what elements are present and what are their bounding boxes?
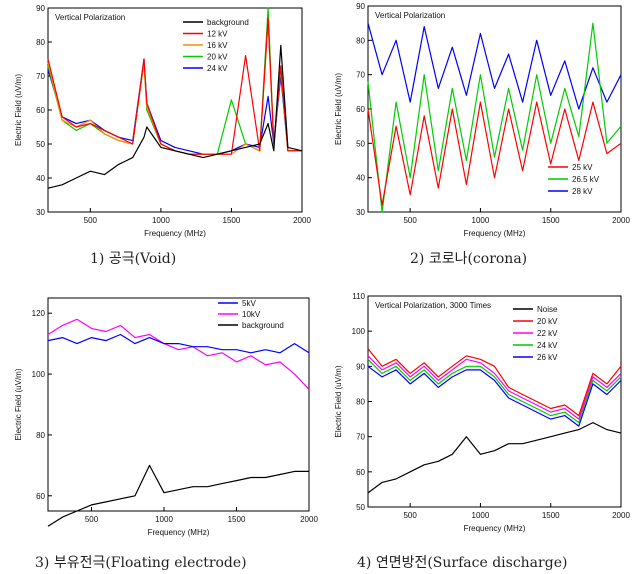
series-line-2 — [47, 318, 310, 390]
plot-frame — [47, 297, 310, 512]
x-tick-label: 1500 — [542, 511, 560, 520]
y-tick-label: 60 — [356, 468, 365, 477]
series-line-2 — [367, 22, 622, 213]
legend-label: 10kV — [242, 310, 261, 319]
y-tick-label: 70 — [356, 433, 365, 442]
x-axis-label: Frequency (MHz) — [144, 229, 206, 238]
series-line-3 — [367, 355, 622, 420]
y-tick-label: 30 — [356, 208, 365, 217]
chart-1: 500 1000 1500 2000 30 40 50 60 70 80 90 Frequency (… — [14, 4, 311, 238]
y-tick-label: 60 — [36, 492, 45, 501]
y-tick-label: 30 — [36, 208, 45, 217]
legend-label: 12 kV — [207, 30, 228, 39]
x-tick-label: 1500 — [223, 216, 241, 225]
series-line-4 — [367, 358, 622, 424]
x-tick-label: 1000 — [472, 216, 490, 225]
x-tick-label: 500 — [403, 216, 417, 225]
y-tick-label: 80 — [36, 38, 45, 47]
chart-4: 500 1000 1500 2000 50 60 70 80 90 100 110 Frequency… — [334, 292, 630, 533]
x-tick-label: 1500 — [228, 515, 246, 524]
y-axis-label: Electric Field (uV/m) — [334, 73, 343, 145]
x-tick-label: 500 — [403, 511, 417, 520]
y-tick-label: 100 — [352, 327, 366, 336]
legend-label: 26.5 kV — [572, 175, 600, 184]
chart-3: 500 1000 1500 2000 60 80 100 120 Frequency (MHz)… — [14, 297, 318, 537]
legend-label: 28 kV — [572, 187, 593, 196]
y-tick-label: 40 — [36, 174, 45, 183]
y-axis-label: Electric Field (uV/m) — [334, 365, 343, 437]
chart-title: Vertical Polarization — [55, 13, 125, 22]
y-tick-label: 60 — [36, 106, 45, 115]
x-tick-label: 500 — [84, 216, 98, 225]
series-line-3 — [367, 23, 622, 110]
y-tick-label: 110 — [352, 292, 365, 301]
legend-label: 16 kV — [207, 41, 228, 50]
x-tick-label: 1000 — [155, 515, 173, 524]
y-tick-label: 70 — [36, 72, 45, 81]
legend-label: 22 kV — [537, 329, 558, 338]
y-tick-label: 80 — [356, 398, 365, 407]
x-tick-label: 2000 — [612, 216, 630, 225]
x-tick-label: 500 — [85, 515, 99, 524]
legend-label: 25 kV — [572, 163, 593, 172]
chart-2: 500 1000 1500 2000 30 40 50 60 70 80 90 Frequency (… — [334, 2, 630, 238]
x-tick-label: 1500 — [542, 216, 560, 225]
caption-3: 3) 부유전극(Floating electrode) — [35, 555, 247, 571]
y-tick-label: 90 — [356, 2, 365, 11]
plot-frame — [47, 7, 303, 213]
y-tick-label: 80 — [36, 431, 45, 440]
series-line-1 — [367, 101, 622, 206]
x-axis-label: Frequency (MHz) — [464, 524, 526, 533]
x-tick-label: 2000 — [300, 515, 318, 524]
chart-title: Vertical Polarization — [375, 11, 445, 20]
caption-4: 4) 연면방전(Surface discharge) — [357, 555, 567, 571]
y-tick-label: 50 — [356, 139, 365, 148]
legend-label: background — [242, 321, 284, 330]
series-line-2 — [367, 348, 622, 417]
chart-title: Vertical Polarization, 3000 Times — [375, 301, 491, 310]
legend-label: background — [207, 18, 249, 27]
y-tick-label: 100 — [32, 370, 46, 379]
y-tick-label: 80 — [356, 36, 365, 45]
y-tick-label: 40 — [356, 174, 365, 183]
legend-label: 24 kV — [207, 64, 228, 73]
series-line-5 — [47, 58, 302, 155]
x-tick-label: 2000 — [293, 216, 311, 225]
series-line-1 — [47, 44, 303, 189]
x-tick-label: 1000 — [472, 511, 490, 520]
y-tick-label: 70 — [356, 71, 365, 80]
y-tick-label: 50 — [356, 503, 365, 512]
y-tick-label: 90 — [356, 362, 365, 371]
series-line-1 — [47, 333, 310, 354]
caption-1: 1) 공극(Void) — [90, 251, 176, 267]
series-line-3 — [47, 464, 309, 527]
caption-2: 2) 코로나(corona) — [410, 251, 527, 267]
legend-label: Noise — [537, 305, 558, 314]
y-axis-label: Electric Field (uV/m) — [14, 74, 23, 146]
y-tick-label: 90 — [36, 4, 45, 13]
legend-label: 24 kV — [537, 341, 558, 350]
y-axis-label: Electric Field (uV/m) — [14, 368, 23, 440]
y-tick-label: 50 — [36, 140, 45, 149]
x-axis-label: Frequency (MHz) — [464, 229, 526, 238]
y-tick-label: 120 — [32, 309, 46, 318]
series-line-1 — [367, 422, 622, 494]
legend-label: 20 kV — [537, 317, 558, 326]
legend-label: 5kV — [242, 299, 256, 308]
y-tick-label: 60 — [356, 105, 365, 114]
legend-label: 26 kV — [537, 353, 558, 362]
series-line-5 — [367, 365, 622, 427]
x-tick-label: 1000 — [152, 216, 170, 225]
legend-label: 20 kV — [207, 53, 228, 62]
x-tick-label: 2000 — [612, 511, 630, 520]
x-axis-label: Frequency (MHz) — [148, 528, 210, 537]
